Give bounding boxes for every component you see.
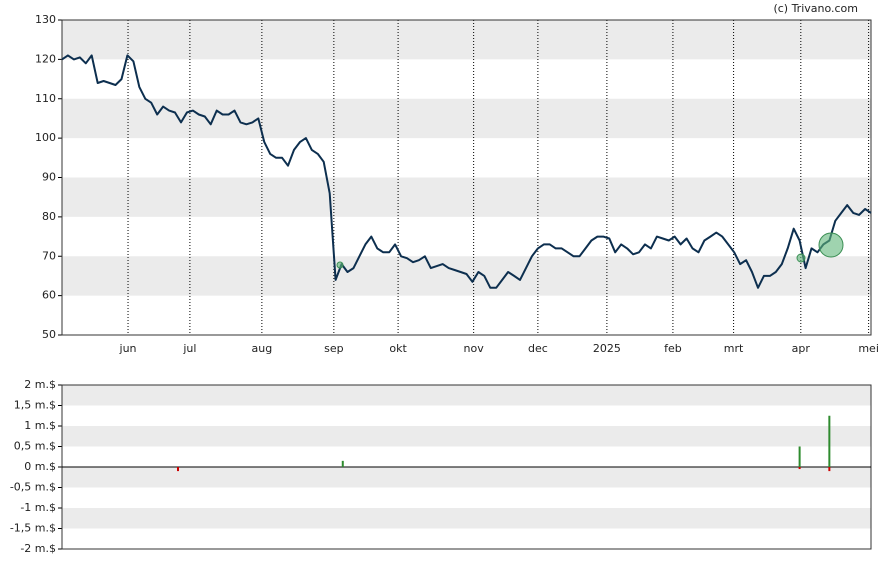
- volume-bar: [798, 467, 801, 470]
- x-tick-label: apr: [792, 342, 811, 355]
- event-marker: [336, 261, 344, 269]
- volume-bar: [176, 467, 179, 472]
- x-tick-label: aug: [252, 342, 273, 355]
- y-tick-label: 120: [35, 52, 56, 65]
- event-marker: [818, 232, 844, 258]
- grid-band: [62, 467, 871, 488]
- y-tick-label: 1 m.$: [24, 419, 56, 432]
- x-tick-label: 2025: [593, 342, 621, 355]
- y-tick-label: 0,5 m.$: [14, 440, 56, 453]
- volume-bar: [828, 467, 831, 472]
- x-tick-label: okt: [389, 342, 407, 355]
- y-tick-label: -1,5 m.$: [10, 522, 56, 535]
- y-tick-label: 90: [42, 171, 56, 184]
- y-tick-label: 70: [42, 249, 56, 262]
- grid-band: [62, 385, 871, 406]
- x-tick-label: dec: [528, 342, 548, 355]
- grid-band: [62, 177, 871, 217]
- grid-band: [62, 256, 871, 296]
- y-tick-label: 60: [42, 289, 56, 302]
- x-tick-label: mrt: [724, 342, 744, 355]
- y-tick-label: 110: [35, 92, 56, 105]
- y-tick-label: 50: [42, 328, 56, 341]
- x-tick-label: jul: [182, 342, 196, 355]
- y-tick-label: 100: [35, 131, 56, 144]
- x-tick-label: mei: [858, 342, 879, 355]
- y-tick-label: 80: [42, 210, 56, 223]
- grid-band: [62, 20, 871, 60]
- credit: (c) Trivano.com: [773, 2, 858, 15]
- y-tick-label: -0,5 m.$: [10, 481, 56, 494]
- volume-bar: [341, 460, 344, 467]
- volume-bar: [828, 415, 831, 467]
- plot-frame: [61, 19, 872, 336]
- y-tick-label: 2 m.$: [24, 378, 56, 391]
- y-tick-label: 130: [35, 13, 56, 26]
- y-tick-label: 1,5 m.$: [14, 399, 56, 412]
- grid-band: [62, 98, 871, 139]
- grid-band: [62, 426, 871, 447]
- volume-bar: [798, 446, 801, 467]
- x-tick-label: nov: [464, 342, 485, 355]
- y-tick-label: -2 m.$: [20, 542, 56, 555]
- x-tick-label: feb: [664, 342, 682, 355]
- y-tick-label: 0 m.$: [24, 460, 56, 473]
- x-tick-label: jun: [119, 342, 137, 355]
- grid-band: [62, 508, 871, 529]
- x-tick-label: sep: [324, 342, 343, 355]
- event-marker: [796, 253, 806, 263]
- price-line: [61, 54, 872, 289]
- y-tick-label: -1 m.$: [20, 501, 56, 514]
